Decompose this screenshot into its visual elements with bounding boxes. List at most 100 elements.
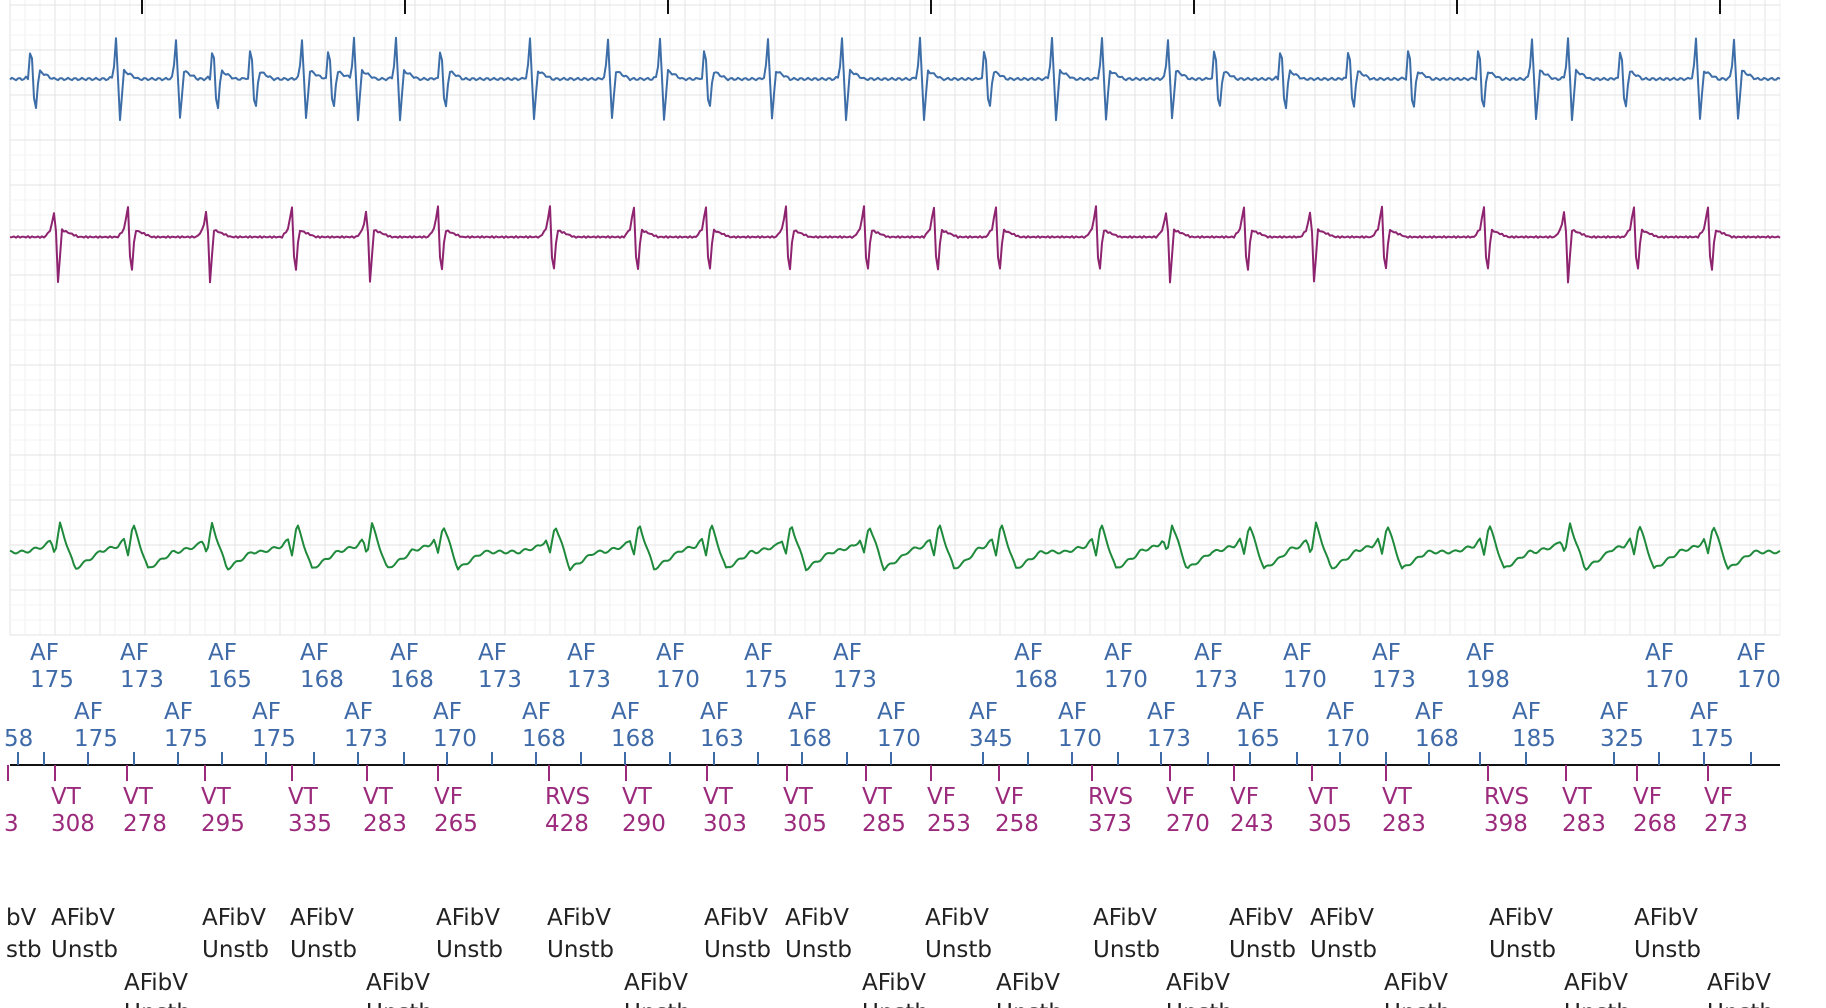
atrial-marker-value: 173 (1147, 726, 1191, 752)
diagnosis-label: Unstb (124, 1000, 191, 1008)
atrial-marker-label: AF (252, 699, 281, 725)
atrial-marker-label: AF (656, 640, 685, 666)
atrial-marker-value: 170 (877, 726, 921, 752)
diagnosis-label: Unstb (1564, 1000, 1631, 1008)
atrial-marker-label: AF (30, 640, 59, 666)
ventricular-marker-value: 285 (862, 811, 906, 837)
atrial-marker-label: AF (1600, 699, 1629, 725)
diagnosis-label: AFibV (547, 905, 611, 931)
atrial-marker-value: 173 (120, 667, 164, 693)
diagnosis-label: AFibV (1707, 970, 1771, 996)
diagnosis-label: Unstb (202, 937, 269, 963)
atrial-marker-label: AF (300, 640, 329, 666)
atrial-marker-value: 163 (700, 726, 744, 752)
atrial-marker-label: AF (433, 699, 462, 725)
atrial-marker-label: AF (1104, 640, 1133, 666)
ventricular-marker-value: 283 (1562, 811, 1606, 837)
atrial-marker-value: 168 (1014, 667, 1058, 693)
atrial-marker-value: 165 (208, 667, 252, 693)
diagnosis-label: Unstb (1634, 937, 1701, 963)
egm-traces (9, 36, 1781, 572)
event-markers: AF175AF173AF165AF168AF168AF173AF173AF170… (4, 640, 1781, 1008)
atrial-marker-value: 168 (1415, 726, 1459, 752)
diagnosis-label: AFibV (624, 970, 688, 996)
ventricular-marker-label: VT (783, 784, 814, 810)
ventricular-marker-label: VT (201, 784, 232, 810)
diagnosis-label: Unstb (547, 937, 614, 963)
atrial-marker-label: AF (522, 699, 551, 725)
ventricular-marker-label: VT (703, 784, 734, 810)
atrial-marker-label: AF (969, 699, 998, 725)
atrial-marker-value: 170 (1326, 726, 1370, 752)
ventricular-marker-value: 278 (123, 811, 167, 837)
atrial-marker-label: AF (344, 699, 373, 725)
atrial-marker-value: 173 (478, 667, 522, 693)
diagnosis-label: AFibV (366, 970, 430, 996)
atrial-egm-trace (9, 36, 1781, 122)
diagnosis-label: AFibV (1489, 905, 1553, 931)
atrial-marker-label: AF (1415, 699, 1444, 725)
atrial-marker-value: 345 (969, 726, 1013, 752)
atrial-marker-label: AF (1147, 699, 1176, 725)
atrial-marker-label: AF (1512, 699, 1541, 725)
ventricular-marker-label: RVS (1088, 784, 1133, 810)
ventricular-marker-label: VF (1230, 784, 1259, 810)
ventricular-marker-label: VT (862, 784, 893, 810)
atrial-marker-value: 170 (433, 726, 477, 752)
ventricular-marker-label: RVS (545, 784, 590, 810)
diagnosis-label: AFibV (436, 905, 500, 931)
atrial-marker-value: 173 (1194, 667, 1238, 693)
ventricular-marker-value: 428 (545, 811, 589, 837)
diagnosis-label: Unstb (624, 1000, 691, 1008)
atrial-marker-value: 170 (1283, 667, 1327, 693)
diagnosis-label: AFibV (925, 905, 989, 931)
atrial-marker-label: AF (1058, 699, 1087, 725)
diagnosis-label: AFibV (1384, 970, 1448, 996)
atrial-marker-label: AF (700, 699, 729, 725)
ventricular-marker-value: 243 (1230, 811, 1274, 837)
atrial-marker-label: AF (390, 640, 419, 666)
diagnosis-label: Unstb (436, 937, 503, 963)
ventricular-marker-label: VT (622, 784, 653, 810)
diagnosis-label: Unstb (1384, 1000, 1451, 1008)
ventricular-marker-label: VF (1166, 784, 1195, 810)
atrial-marker-value: 168 (390, 667, 434, 693)
time-marks (141, 0, 1721, 14)
atrial-marker-value: 170 (1058, 726, 1102, 752)
atrial-marker-label: AF (1236, 699, 1265, 725)
ventricular-marker-value: 290 (622, 811, 666, 837)
atrial-marker-value: 175 (744, 667, 788, 693)
diagnosis-label: AFibV (124, 970, 188, 996)
diagnosis-label: Unstb (1707, 1000, 1774, 1008)
diagnosis-label: bV (6, 905, 37, 931)
ventricular-marker-label: VT (363, 784, 394, 810)
atrial-marker-label: AF (744, 640, 773, 666)
diagnosis-label: Unstb (1310, 937, 1377, 963)
atrial-marker-value: 325 (1600, 726, 1644, 752)
atrial-marker-label: AF (611, 699, 640, 725)
atrial-marker-label: AF (1194, 640, 1223, 666)
atrial-marker-value: 175 (30, 667, 74, 693)
diagnosis-label: Unstb (51, 937, 118, 963)
atrial-marker-value: 175 (164, 726, 208, 752)
atrial-marker-value: 173 (567, 667, 611, 693)
ventricular-marker-label: VT (123, 784, 154, 810)
atrial-marker-label: AF (208, 640, 237, 666)
diagnosis-label: Unstb (1093, 937, 1160, 963)
diagnosis-label: AFibV (1093, 905, 1157, 931)
ventricular-marker-value: 335 (288, 811, 332, 837)
diagnosis-label: Unstb (1489, 937, 1556, 963)
atrial-marker-value: 173 (833, 667, 877, 693)
diagnosis-label: AFibV (202, 905, 266, 931)
atrial-marker-value: 175 (74, 726, 118, 752)
ventricular-marker-value: 3 (4, 811, 19, 837)
ventricular-marker-label: VT (1382, 784, 1413, 810)
atrial-marker-label: AF (164, 699, 193, 725)
ventricular-marker-value: 253 (927, 811, 971, 837)
atrial-marker-value: 168 (522, 726, 566, 752)
diagnosis-label: AFibV (785, 905, 849, 931)
atrial-marker-label: AF (1737, 640, 1766, 666)
atrial-marker-label: AF (1645, 640, 1674, 666)
ventricular-marker-value: 398 (1484, 811, 1528, 837)
